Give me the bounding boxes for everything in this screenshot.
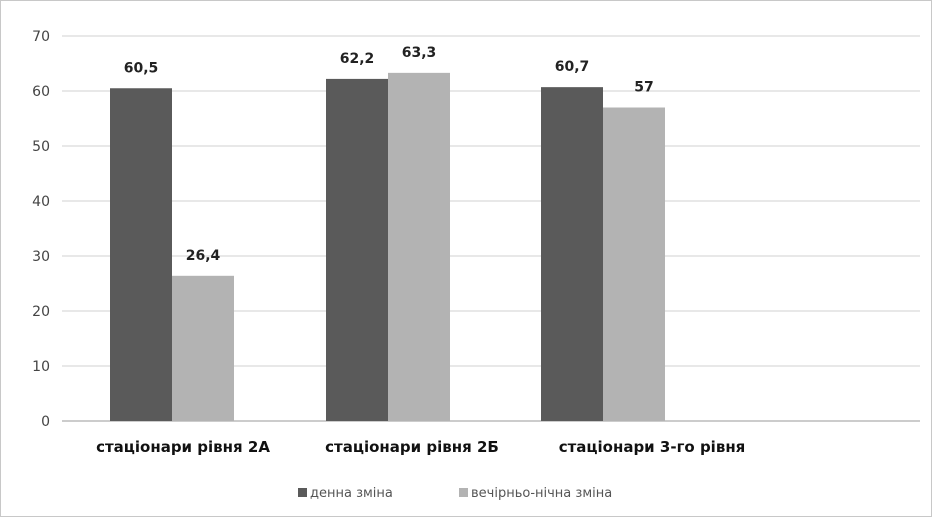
legend: денна зміна вечірньо-нічна зміна bbox=[298, 486, 612, 501]
data-labels: 60,5 26,4 62,2 63,3 60,7 57 bbox=[124, 45, 654, 264]
data-label: 26,4 bbox=[186, 248, 221, 264]
bars bbox=[110, 72, 665, 422]
category-label: стаціонари рівня 2Б bbox=[325, 438, 499, 456]
bar-day-1 bbox=[110, 88, 172, 421]
y-axis: 0 10 20 30 40 50 60 70 bbox=[32, 29, 50, 430]
legend-swatch bbox=[459, 488, 468, 497]
bar-day-2 bbox=[326, 78, 388, 422]
bar-evening-2 bbox=[388, 72, 450, 421]
y-tick-label: 40 bbox=[32, 194, 50, 210]
x-axis-categories: стаціонари рівня 2А стаціонари рівня 2Б ст… bbox=[96, 438, 745, 456]
data-label: 62,2 bbox=[340, 51, 375, 67]
data-label: 60,5 bbox=[124, 60, 159, 76]
y-tick-label: 30 bbox=[32, 249, 50, 265]
y-tick-label: 50 bbox=[32, 139, 50, 155]
data-label: 60,7 bbox=[555, 59, 590, 75]
bar-day-3 bbox=[541, 87, 603, 422]
legend-label: вечірньо-нічна зміна bbox=[471, 486, 612, 501]
data-label: 57 bbox=[634, 80, 653, 96]
bar-evening-3 bbox=[603, 107, 665, 421]
data-label: 63,3 bbox=[402, 45, 437, 61]
legend-label: денна зміна bbox=[310, 486, 393, 501]
legend-swatch bbox=[298, 488, 307, 497]
category-label: стаціонари 3-го рівня bbox=[559, 438, 746, 456]
y-tick-label: 20 bbox=[32, 304, 50, 320]
y-tick-label: 70 bbox=[32, 29, 50, 45]
bar-evening-1 bbox=[172, 275, 234, 421]
y-tick-label: 0 bbox=[41, 414, 50, 430]
category-label: стаціонари рівня 2А bbox=[96, 438, 270, 456]
y-tick-label: 60 bbox=[32, 84, 50, 100]
y-tick-label: 10 bbox=[32, 359, 50, 375]
